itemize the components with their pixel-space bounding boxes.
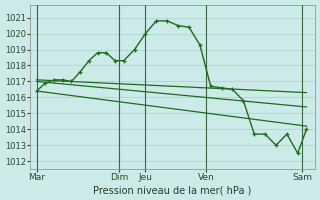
X-axis label: Pression niveau de la mer( hPa ): Pression niveau de la mer( hPa ) [93,185,252,195]
